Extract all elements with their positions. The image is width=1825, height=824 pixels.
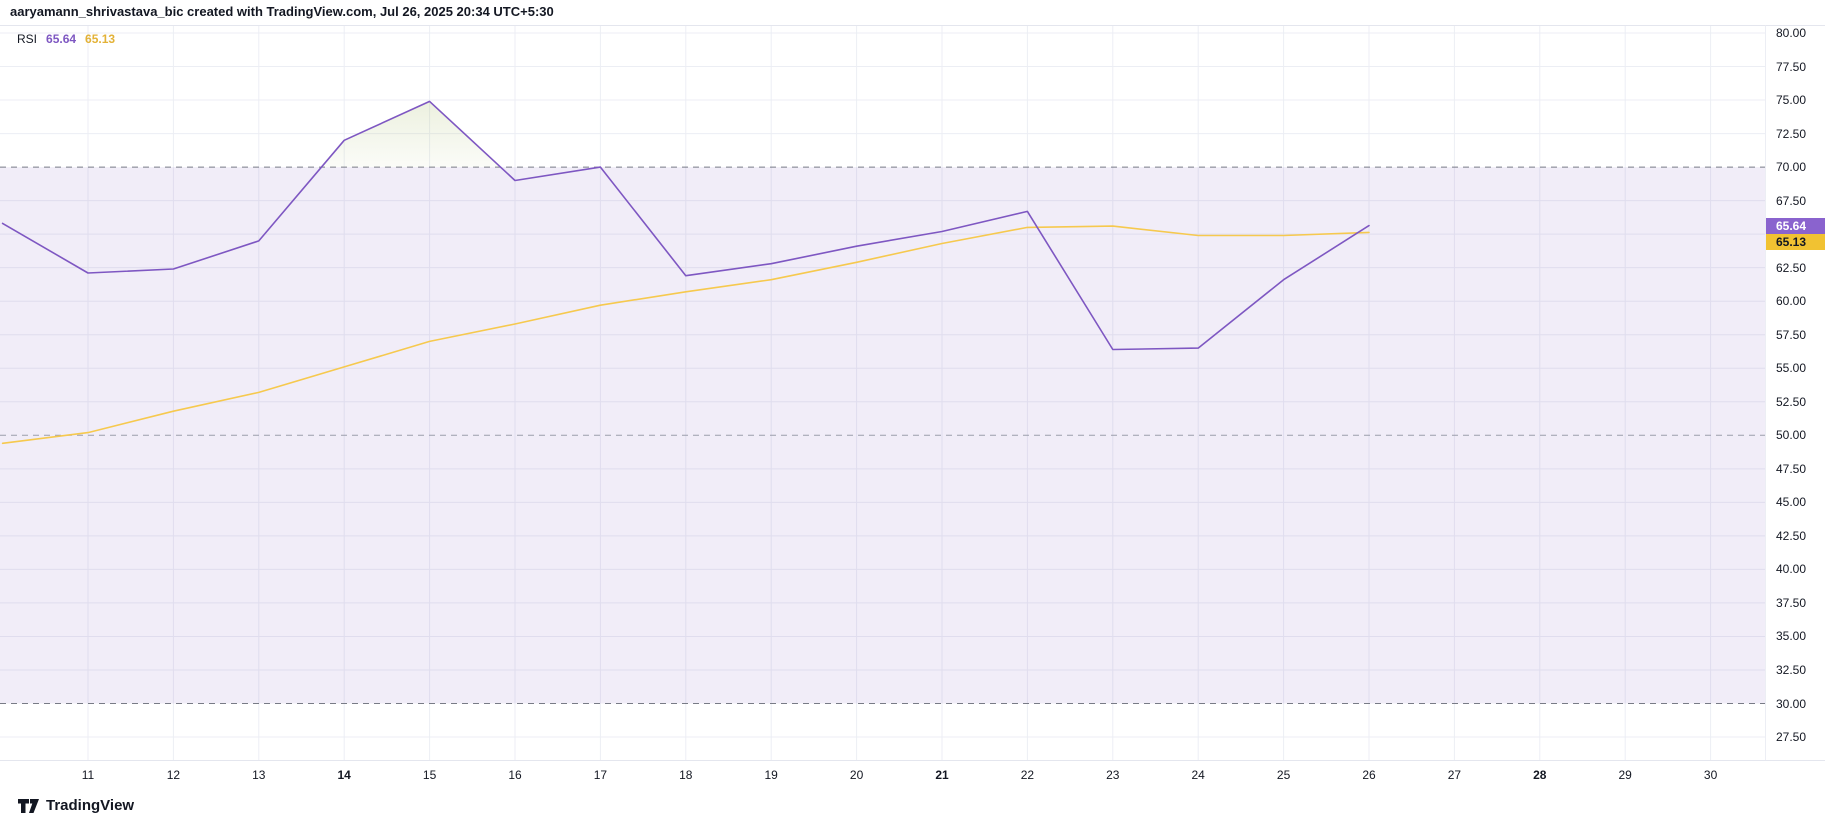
y-axis-label: 50.00 <box>1776 428 1807 443</box>
legend-ma-value: 65.13 <box>85 32 116 46</box>
overbought-area-fill <box>321 101 501 168</box>
x-axis-label: 29 <box>1618 768 1632 782</box>
y-axis-label: 40.00 <box>1776 562 1807 577</box>
footer-bar: TradingView <box>0 789 1825 824</box>
price-badge-rsi: 65.64 <box>1766 217 1825 234</box>
y-axis-label: 47.50 <box>1776 461 1807 476</box>
price-axis[interactable]: 80.00 77.50 75.00 72.50 70.00 67.50 62.50 60.00… <box>1765 25 1825 761</box>
y-axis-label: 35.00 <box>1776 629 1807 644</box>
y-axis-label: 72.50 <box>1776 126 1807 141</box>
chart-attribution: aaryamann_shrivastava_bic created with T… <box>10 4 554 19</box>
y-axis-label: 80.00 <box>1776 26 1807 40</box>
x-axis-label: 26 <box>1362 768 1376 782</box>
x-axis-label: 17 <box>593 768 608 782</box>
y-axis-label: 55.00 <box>1776 361 1807 376</box>
tradingview-logo-icon <box>18 798 39 813</box>
ma-line <box>1 225 1370 445</box>
legend-rsi-value: 65.64 <box>46 32 77 46</box>
y-axis-label: 67.50 <box>1776 193 1807 208</box>
price-badge-ma: 65.13 <box>1766 233 1825 250</box>
x-axis-label: 14 <box>337 768 351 782</box>
y-axis-label: 75.00 <box>1776 93 1807 108</box>
indicator-title[interactable]: RSI <box>17 32 38 46</box>
x-axis-label: 25 <box>1276 768 1291 782</box>
x-axis-label: 15 <box>422 768 437 782</box>
y-axis-label: 77.50 <box>1776 59 1807 74</box>
y-axis-label: 42.50 <box>1776 528 1807 543</box>
x-axis-label: 27 <box>1447 768 1462 782</box>
x-axis-label: 11 <box>81 768 95 782</box>
y-axis-label: 37.50 <box>1776 595 1807 610</box>
x-axis-label: 18 <box>679 768 693 782</box>
y-axis-label: 32.50 <box>1776 662 1807 677</box>
x-axis-label: 12 <box>166 768 181 782</box>
x-axis-label: 22 <box>1020 768 1035 782</box>
y-axis-label: 62.50 <box>1776 260 1807 275</box>
time-axis[interactable]: 11 12 13 14 15 16 17 18 19 20 21 22 23 24 25 26 27 28 29 30 <box>0 760 1825 790</box>
x-axis-label: 30 <box>1703 768 1718 782</box>
tradingview-logo-text: TradingView <box>46 797 135 814</box>
y-axis-label: 57.50 <box>1776 327 1807 342</box>
x-axis-label: 19 <box>764 768 778 782</box>
rsi-plot-canvas[interactable] <box>0 26 1765 761</box>
tradingview-logo[interactable]: TradingView <box>18 797 134 814</box>
x-axis-label: 13 <box>252 768 266 782</box>
x-axis-label: 21 <box>935 768 949 782</box>
x-axis-label: 20 <box>849 768 864 782</box>
y-axis-label: 45.00 <box>1776 495 1807 510</box>
y-axis-label: 52.50 <box>1776 394 1807 409</box>
indicator-legend: RSI 65.64 65.13 <box>17 32 115 46</box>
y-axis-label: 30.00 <box>1776 696 1807 711</box>
chart-pane[interactable]: RSI 65.64 65.13 <box>0 25 1765 761</box>
x-axis-label: 16 <box>508 768 522 782</box>
rsi-line <box>1 100 1370 351</box>
x-axis-label: 23 <box>1106 768 1120 782</box>
x-axis-label: 28 <box>1533 768 1547 782</box>
y-axis-label: 27.50 <box>1776 730 1807 745</box>
x-axis-label: 24 <box>1191 768 1205 782</box>
y-axis-label: 70.00 <box>1776 160 1807 175</box>
y-axis-label: 60.00 <box>1776 294 1807 309</box>
